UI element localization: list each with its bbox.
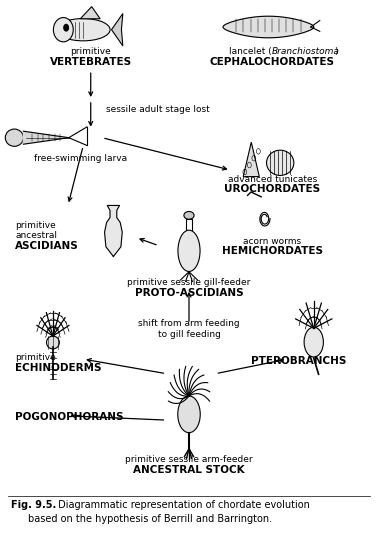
Text: ASCIDIANS: ASCIDIANS [15,241,79,251]
Ellipse shape [178,230,200,272]
Ellipse shape [46,336,59,349]
Text: based on the hypothesis of Berrill and Barrington.: based on the hypothesis of Berrill and B… [28,514,273,524]
Text: ANCESTRAL STOCK: ANCESTRAL STOCK [133,465,245,475]
Polygon shape [23,131,69,144]
Polygon shape [80,6,100,19]
Text: acorn worms: acorn worms [243,237,301,246]
Text: primitive: primitive [70,46,111,56]
Ellipse shape [304,327,324,357]
Polygon shape [243,142,259,177]
Ellipse shape [5,129,23,146]
Text: primitive sessile arm-feeder: primitive sessile arm-feeder [125,455,253,464]
Text: free-swimming larva: free-swimming larva [34,154,127,164]
Text: PTEROBRANCHS: PTEROBRANCHS [251,356,346,366]
Text: ECHINODERMS: ECHINODERMS [15,362,102,373]
Text: UROCHORDATES: UROCHORDATES [224,184,320,194]
Text: POGONOPHORANS: POGONOPHORANS [15,412,124,422]
Ellipse shape [56,18,110,41]
Text: to gill feeding: to gill feeding [158,330,220,339]
Text: HEMICHORDATES: HEMICHORDATES [222,246,323,256]
Text: ancestral: ancestral [15,231,57,240]
Ellipse shape [266,150,294,176]
Text: primitive sessile gill-feeder: primitive sessile gill-feeder [127,278,251,287]
Text: CEPHALOCHORDATES: CEPHALOCHORDATES [210,57,335,67]
Text: primitive: primitive [15,353,56,362]
Text: lancelet (: lancelet ( [229,46,272,56]
Text: Branchiostoma: Branchiostoma [272,46,340,56]
Polygon shape [105,206,122,256]
Text: PROTO-ASCIDIANS: PROTO-ASCIDIANS [135,288,243,298]
Ellipse shape [178,396,200,433]
Text: primitive: primitive [15,220,56,230]
Text: advanced tunicates: advanced tunicates [228,174,317,184]
Ellipse shape [53,18,73,42]
Circle shape [64,24,68,31]
Text: VERTEBRATES: VERTEBRATES [50,57,132,67]
Text: Fig. 9.5.: Fig. 9.5. [11,500,57,510]
Text: shift from arm feeding: shift from arm feeding [138,319,240,328]
Text: ): ) [335,46,338,56]
Polygon shape [223,16,314,38]
Polygon shape [112,14,123,46]
Ellipse shape [184,212,194,219]
Text: sessile adult stage lost: sessile adult stage lost [106,105,209,114]
Text: Diagrammatic representation of chordate evolution: Diagrammatic representation of chordate … [55,500,310,510]
